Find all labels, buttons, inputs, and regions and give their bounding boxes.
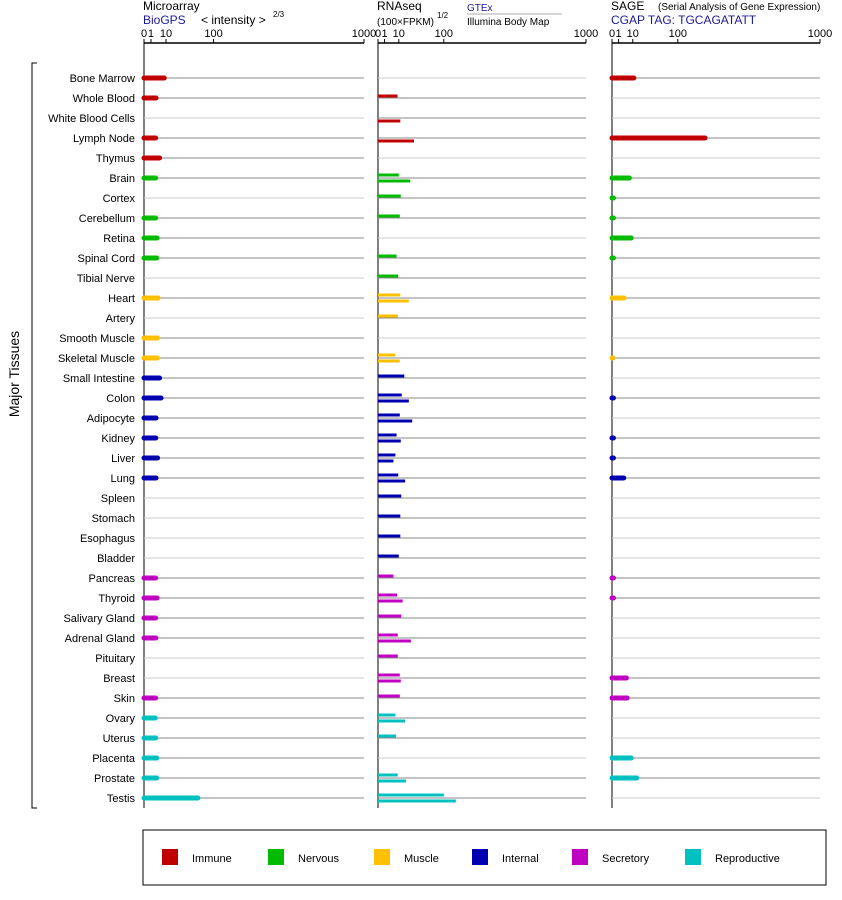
tissue-label: Testis [107, 793, 136, 805]
microarray-tick-label: 1000 [352, 28, 376, 40]
tissue-label: Skin [114, 693, 135, 705]
legend-swatch-internal [472, 849, 488, 865]
tissue-label: Smooth Muscle [59, 333, 135, 345]
microarray-tick-label: 1 [148, 28, 154, 40]
tissue-label: Prostate [94, 773, 135, 785]
sage-tag: CGAP TAG: TGCAGATATT [611, 13, 757, 27]
tissue-label: Liver [111, 453, 135, 465]
tissue-label: Placenta [92, 753, 136, 765]
rows-layer [144, 77, 820, 799]
tissue-label: Ovary [106, 713, 136, 725]
legend-swatch-muscle [374, 849, 390, 865]
rnaseq-tick-label: 10 [393, 28, 405, 40]
y-axis-title: Major Tissues [6, 331, 22, 417]
tissue-label: Lung [111, 473, 135, 485]
sage-tick-label: 10 [627, 28, 639, 40]
legend-swatch-secretory [572, 849, 588, 865]
microarray-tick-label: 10 [160, 28, 172, 40]
tissue-label: Thyroid [98, 593, 135, 605]
tissue-label: Lymph Node [73, 133, 135, 145]
rnaseq-tick-label: 1000 [574, 28, 598, 40]
rnaseq-units: (100×FPKM) [377, 17, 434, 28]
legend-label-secretory: Secretory [602, 853, 650, 865]
microarray-title: Microarray [143, 0, 200, 13]
tissues-bracket [31, 62, 37, 809]
tissue-label: Thymus [96, 153, 136, 165]
rnaseq-tick-label: 1 [382, 28, 388, 40]
tissue-label: Artery [106, 313, 136, 325]
legend-label-immune: Immune [192, 853, 232, 865]
tissue-label: Esophagus [80, 533, 136, 545]
tissue-label: Spinal Cord [78, 253, 135, 265]
tissue-label: Salivary Gland [63, 613, 135, 625]
tissue-label: Kidney [101, 433, 135, 445]
legend: Immune Nervous Muscle Internal Secretory Repr… [162, 849, 780, 865]
tissue-label: Stomach [92, 513, 135, 525]
tissue-label: Adipocyte [87, 413, 135, 425]
tissue-label: Heart [108, 293, 135, 305]
sage-subtitle: (Serial Analysis of Gene Expression) [658, 2, 820, 13]
tissue-label: Cerebellum [79, 213, 135, 225]
rnaseq-source-ibm: Illumina Body Map [467, 17, 550, 28]
tissue-label: Pancreas [89, 573, 136, 585]
tissue-label: Colon [106, 393, 135, 405]
tissue-labels-layer: Bone Marrow Whole Blood White Blood Cells L… [48, 73, 136, 805]
microarray-exponent: 2/3 [273, 10, 285, 19]
microarray-tick-label: 100 [204, 28, 222, 40]
legend-label-reproductive: Reproductive [715, 853, 780, 865]
legend-label-nervous: Nervous [298, 853, 339, 865]
tissue-label: Tibial Nerve [77, 273, 135, 285]
microarray-source: BioGPS [143, 13, 186, 27]
tissue-label: Skeletal Muscle [58, 353, 135, 365]
sage-tick-label: 0 [609, 28, 615, 40]
microarray-units: < intensity > [201, 13, 266, 27]
tissue-label: Pituitary [95, 653, 135, 665]
sage-tick-label: 1000 [808, 28, 832, 40]
tissue-label: Breast [103, 673, 135, 685]
legend-swatch-reproductive [685, 849, 701, 865]
rnaseq-tick-label: 0 [375, 28, 381, 40]
tissue-label: Cortex [103, 193, 136, 205]
sage-title: SAGE [611, 0, 644, 13]
tissue-label: Retina [103, 233, 136, 245]
tissue-label: Bone Marrow [70, 73, 135, 85]
tissue-label: Whole Blood [73, 93, 135, 105]
bars-layer [141, 75, 708, 803]
tissue-label: White Blood Cells [48, 113, 135, 125]
sage-tick-label: 100 [669, 28, 687, 40]
tissue-label: Brain [109, 173, 135, 185]
tissue-label: Small Intestine [63, 373, 135, 385]
microarray-tick-label: 0 [141, 28, 147, 40]
rnaseq-title: RNAseq [377, 0, 422, 13]
tissue-label: Adrenal Gland [65, 633, 135, 645]
rnaseq-tick-label: 100 [435, 28, 453, 40]
tissue-label: Spleen [101, 493, 135, 505]
rnaseq-source-gtex: GTEx [467, 3, 493, 14]
sage-tick-label: 1 [616, 28, 622, 40]
legend-label-muscle: Muscle [404, 853, 439, 865]
legend-label-internal: Internal [502, 853, 539, 865]
tissue-label: Bladder [97, 553, 135, 565]
tissue-label: Uterus [103, 733, 136, 745]
rnaseq-exponent: 1/2 [437, 11, 449, 20]
legend-swatch-immune [162, 849, 178, 865]
legend-swatch-nervous [268, 849, 284, 865]
